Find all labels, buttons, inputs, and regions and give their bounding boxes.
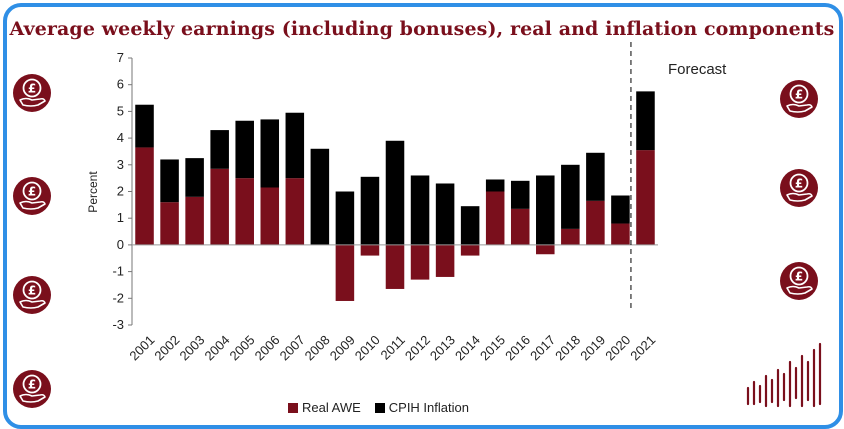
bar-cpih-inflation bbox=[185, 158, 204, 197]
legend-label-real: Real AWE bbox=[302, 400, 361, 415]
y-tick-label: 0 bbox=[117, 237, 124, 252]
bar-cpih-inflation bbox=[160, 159, 179, 203]
svg-text:£: £ bbox=[28, 378, 36, 392]
x-tick-label: 2021 bbox=[627, 332, 658, 363]
forecast-label: Forecast bbox=[668, 61, 727, 78]
bar-cpih-inflation bbox=[210, 130, 229, 169]
x-tick-label: 2007 bbox=[277, 332, 308, 363]
pound-coin-hand-icon: £ bbox=[13, 276, 51, 314]
x-tick-label: 2006 bbox=[252, 332, 283, 363]
bar-cpih-inflation bbox=[636, 91, 655, 151]
bar-cpih-inflation bbox=[611, 195, 630, 224]
y-tick-label: 3 bbox=[117, 157, 124, 172]
bar-logo-icon bbox=[746, 342, 822, 408]
bar-real-awe bbox=[510, 208, 530, 245]
x-tick-label: 2011 bbox=[378, 332, 408, 362]
y-tick-label: -3 bbox=[112, 317, 124, 332]
bar-cpih-inflation bbox=[586, 152, 605, 201]
legend-swatch-real bbox=[288, 402, 298, 413]
x-tick-label: 2013 bbox=[427, 332, 458, 363]
x-tick-label: 2020 bbox=[602, 332, 633, 363]
bar-cpih-inflation bbox=[460, 206, 480, 245]
bar-real-awe bbox=[285, 178, 305, 245]
x-tick-label: 2005 bbox=[227, 332, 258, 363]
bar-cpih-inflation bbox=[260, 119, 280, 188]
pound-coin-hand-icon: £ bbox=[780, 262, 818, 300]
bar-real-awe bbox=[536, 244, 555, 255]
y-tick-label: 6 bbox=[117, 77, 124, 92]
bar-real-awe bbox=[586, 200, 605, 245]
pound-coin-hand-icon: £ bbox=[780, 169, 818, 207]
y-tick-label: -2 bbox=[112, 290, 124, 305]
bar-cpih-inflation bbox=[410, 175, 430, 245]
svg-text:£: £ bbox=[795, 270, 803, 284]
svg-text:£: £ bbox=[795, 177, 803, 191]
x-tick-label: 2012 bbox=[402, 332, 433, 363]
x-tick-label: 2017 bbox=[527, 332, 558, 363]
x-tick-label: 2001 bbox=[126, 332, 157, 363]
bar-real-awe bbox=[435, 244, 455, 277]
bar-real-awe bbox=[485, 191, 505, 245]
legend-label-inflation: CPIH Inflation bbox=[388, 400, 469, 415]
bar-real-awe bbox=[636, 150, 655, 245]
legend-item-real: Real AWE bbox=[288, 400, 361, 415]
legend-swatch-inflation bbox=[374, 402, 385, 413]
x-tick-label: 2004 bbox=[202, 332, 233, 363]
bar-real-awe bbox=[160, 202, 179, 245]
y-axis-label: Percent bbox=[86, 171, 100, 213]
x-tick-label: 2014 bbox=[452, 332, 483, 363]
bar-real-awe bbox=[410, 244, 430, 280]
x-tick-label: 2009 bbox=[327, 332, 358, 363]
pound-coin-hand-icon: £ bbox=[13, 74, 51, 112]
bar-real-awe bbox=[385, 244, 405, 289]
bar-real-awe bbox=[185, 196, 204, 245]
y-tick-label: 5 bbox=[117, 103, 124, 118]
svg-text:£: £ bbox=[28, 185, 36, 199]
bar-cpih-inflation bbox=[385, 140, 405, 245]
bar-cpih-inflation bbox=[335, 191, 355, 245]
svg-text:£: £ bbox=[795, 88, 803, 102]
y-tick-label: -1 bbox=[112, 264, 124, 279]
y-tick-label: 7 bbox=[117, 50, 124, 65]
bar-real-awe bbox=[360, 244, 380, 256]
y-tick-label: 1 bbox=[117, 210, 124, 225]
bar-cpih-inflation bbox=[536, 175, 555, 245]
pound-coin-hand-icon: £ bbox=[13, 370, 51, 408]
bar-real-awe bbox=[235, 178, 254, 245]
svg-text:£: £ bbox=[28, 284, 36, 298]
svg-text:£: £ bbox=[28, 82, 36, 96]
chart-title: Average weekly earnings (including bonus… bbox=[9, 18, 835, 40]
bar-cpih-inflation bbox=[435, 183, 455, 245]
bar-real-awe bbox=[210, 168, 229, 245]
bar-cpih-inflation bbox=[561, 164, 580, 229]
legend-item-inflation: CPIH Inflation bbox=[374, 400, 469, 415]
pound-coin-hand-icon: £ bbox=[780, 80, 818, 118]
bar-cpih-inflation bbox=[310, 148, 330, 245]
bar-real-awe bbox=[335, 244, 355, 301]
bar-real-awe bbox=[561, 228, 580, 245]
bar-cpih-inflation bbox=[485, 179, 505, 192]
bar-cpih-inflation bbox=[135, 104, 154, 148]
x-tick-label: 2003 bbox=[176, 332, 207, 363]
x-tick-label: 2008 bbox=[302, 332, 333, 363]
y-tick-label: 2 bbox=[117, 184, 124, 199]
bar-cpih-inflation bbox=[510, 180, 530, 209]
x-tick-label: 2019 bbox=[577, 332, 608, 363]
pound-coin-hand-icon: £ bbox=[13, 177, 51, 215]
bar-cpih-inflation bbox=[285, 112, 305, 179]
y-tick-label: 4 bbox=[117, 130, 124, 145]
x-tick-label: 2015 bbox=[477, 332, 508, 363]
x-tick-label: 2002 bbox=[151, 332, 182, 363]
x-tick-label: 2016 bbox=[502, 332, 533, 363]
bar-real-awe bbox=[611, 223, 630, 245]
legend: Real AWE CPIH Inflation bbox=[288, 400, 483, 415]
x-tick-label: 2010 bbox=[352, 332, 383, 363]
bar-real-awe bbox=[135, 147, 154, 245]
bar-cpih-inflation bbox=[235, 120, 254, 179]
bar-cpih-inflation bbox=[360, 176, 380, 245]
x-tick-label: 2018 bbox=[552, 332, 583, 363]
bar-real-awe bbox=[260, 187, 280, 245]
bar-real-awe bbox=[460, 244, 480, 256]
